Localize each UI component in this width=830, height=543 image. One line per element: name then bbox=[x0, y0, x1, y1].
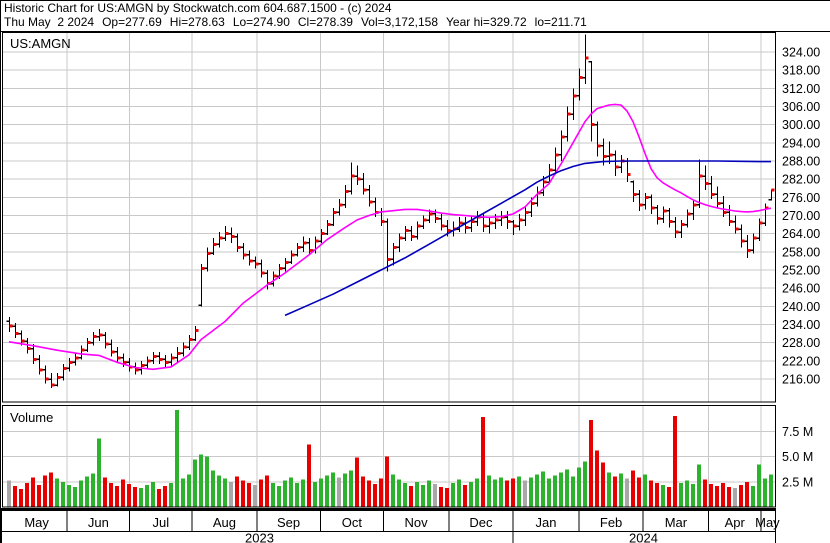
month-label: Jul bbox=[152, 515, 169, 530]
price-tick-label: 252.00 bbox=[782, 264, 820, 278]
price-tick-label: 222.00 bbox=[782, 354, 820, 368]
volume-bars bbox=[7, 410, 773, 507]
quote-line: Thu May 2 2024 Op=277.69 Hi=278.63 Lo=274.9… bbox=[4, 14, 830, 30]
price-tick-label: 324.00 bbox=[782, 46, 820, 60]
volume-tick-label: 7.5 M bbox=[782, 425, 813, 439]
quote-high: Hi=278.63 bbox=[169, 14, 225, 29]
panel-borders bbox=[1, 32, 776, 511]
price-tick-label: 258.00 bbox=[782, 245, 820, 259]
quote-year-low: lo=211.71 bbox=[534, 14, 587, 29]
price-tick-label: 276.00 bbox=[782, 191, 820, 205]
month-label: Dec bbox=[469, 515, 493, 530]
chart-header: Historic Chart for US:AMGN by Stockwatch… bbox=[1, 1, 830, 32]
month-label: Feb bbox=[600, 515, 622, 530]
price-tick-label: 234.00 bbox=[782, 318, 820, 332]
month-label: Apr bbox=[725, 515, 746, 530]
ma-fast-line bbox=[8, 103, 772, 371]
axis-labels: US:AMGN Volume 324.00 318.00 312.00 306.00 300… bbox=[10, 36, 820, 543]
symbol-label: US:AMGN bbox=[10, 36, 71, 51]
chart-title: Historic Chart for US:AMGN by Stockwatch… bbox=[4, 1, 392, 15]
month-label: Aug bbox=[213, 515, 236, 530]
month-label: Jan bbox=[536, 515, 557, 530]
month-label: Oct bbox=[342, 515, 363, 530]
volume-panel-label: Volume bbox=[10, 410, 53, 425]
price-tick-label: 312.00 bbox=[782, 82, 820, 96]
price-tick-label: 216.00 bbox=[782, 373, 820, 387]
quote-year-high: Year hi=329.72 bbox=[446, 14, 527, 29]
date-axis bbox=[1, 511, 776, 543]
price-tick-label: 288.00 bbox=[782, 155, 820, 169]
price-tick-label: 300.00 bbox=[782, 118, 820, 132]
volume-tick-label: 2.5 M bbox=[782, 475, 813, 489]
price-tick-label: 306.00 bbox=[782, 100, 820, 114]
price-tick-label: 246.00 bbox=[782, 282, 820, 296]
grid-lines bbox=[3, 33, 775, 507]
price-tick-label: 228.00 bbox=[782, 336, 820, 350]
month-label: May bbox=[755, 515, 780, 530]
price-tick-label: 282.00 bbox=[782, 173, 820, 187]
price-volume-chart: US:AMGN Volume 324.00 318.00 312.00 306.00 300… bbox=[1, 32, 820, 543]
price-tick-label: 294.00 bbox=[782, 136, 820, 150]
month-label: Mar bbox=[665, 515, 688, 530]
year-label: 2023 bbox=[245, 531, 274, 543]
quote-close: Cl=278.39 bbox=[297, 14, 353, 29]
price-tick-label: 240.00 bbox=[782, 300, 820, 314]
year-label: 2024 bbox=[629, 531, 658, 543]
quote-low: Lo=274.90 bbox=[232, 14, 290, 29]
month-label: Sep bbox=[277, 515, 300, 530]
quote-date: Thu May 2 2024 bbox=[4, 14, 95, 29]
month-label: Jun bbox=[88, 515, 109, 530]
price-tick-label: 318.00 bbox=[782, 64, 820, 78]
price-tick-label: 270.00 bbox=[782, 209, 820, 223]
volume-tick-label: 5.0 M bbox=[782, 450, 813, 464]
ma-slow-line bbox=[284, 160, 771, 317]
month-label: May bbox=[24, 515, 49, 530]
quote-open: Op=277.69 bbox=[102, 14, 162, 29]
quote-volume: Vol=3,172,158 bbox=[360, 14, 439, 29]
month-label: Nov bbox=[405, 515, 429, 530]
price-tick-label: 264.00 bbox=[782, 227, 820, 241]
